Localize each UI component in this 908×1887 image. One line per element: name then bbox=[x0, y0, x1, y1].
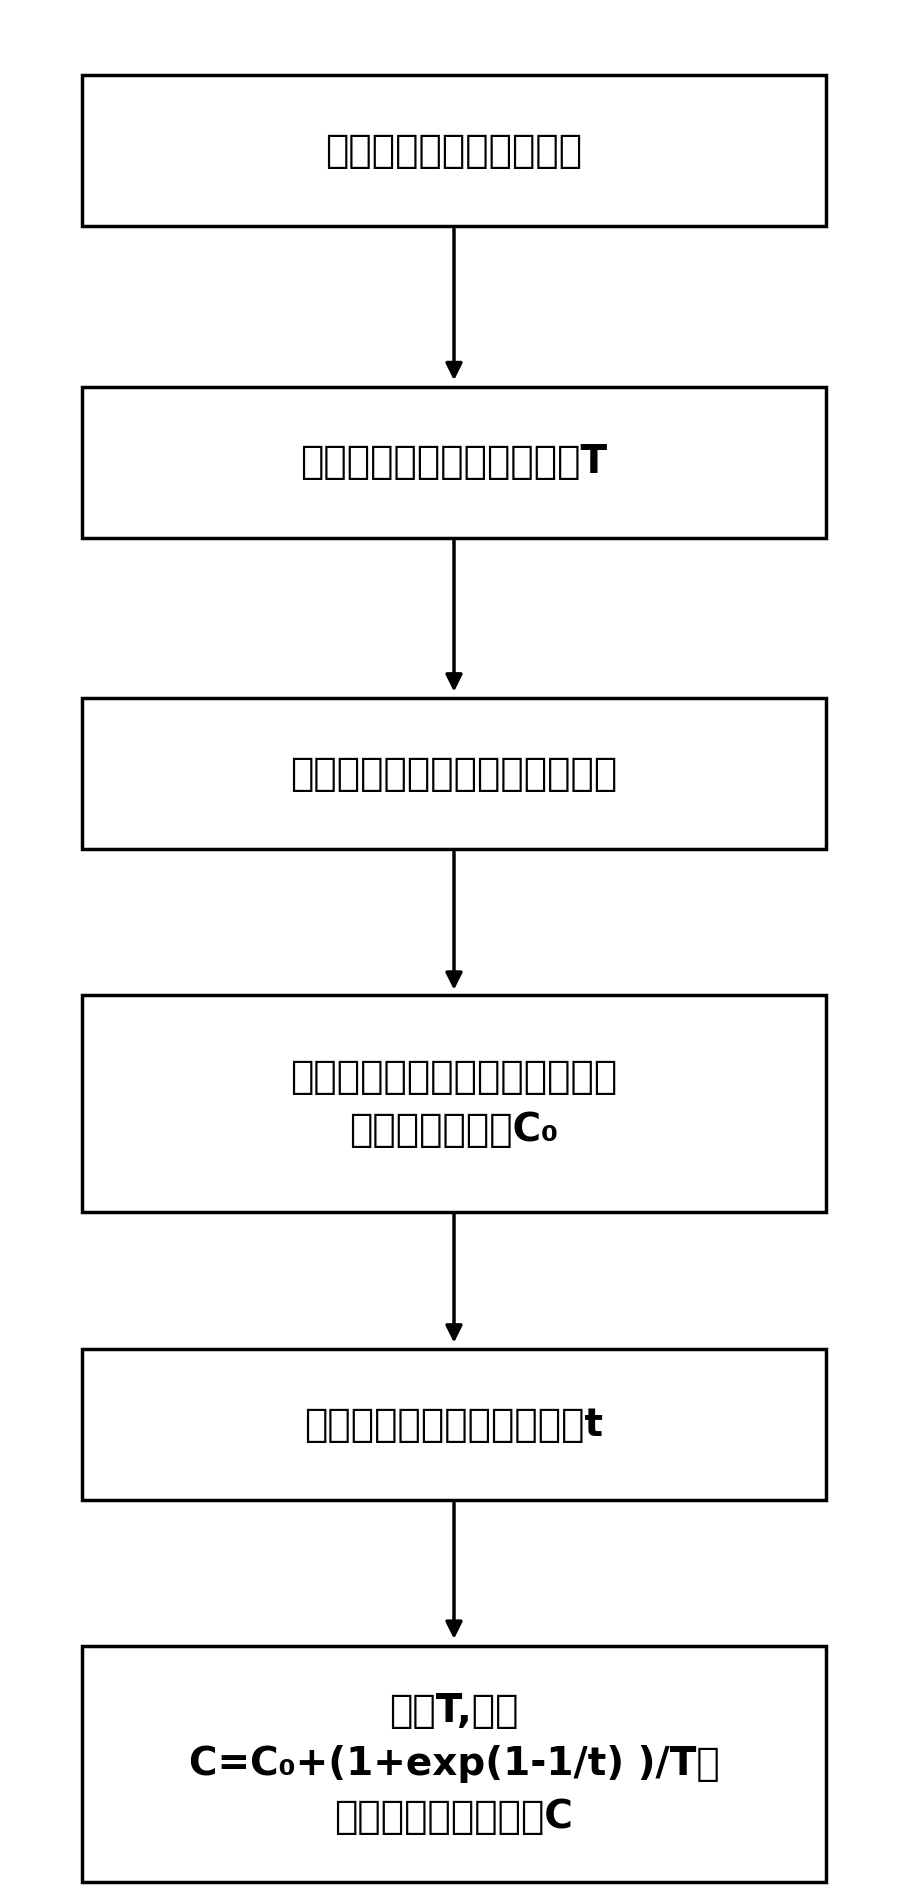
Text: 显示报警模块显示系统时间t: 显示报警模块显示系统时间t bbox=[304, 1406, 604, 1444]
Bar bbox=[82, 75, 826, 226]
Text: 光等离子浓度模块初始化: 光等离子浓度模块初始化 bbox=[325, 132, 583, 170]
Bar bbox=[82, 698, 826, 849]
Bar bbox=[82, 387, 826, 538]
Text: 光等离子浓度检测模块检测光等
离子浓度初始值C₀: 光等离子浓度检测模块检测光等 离子浓度初始值C₀ bbox=[291, 1059, 617, 1149]
Bar bbox=[82, 1349, 826, 1500]
Text: 逻辑调用模块设定检测周期T: 逻辑调用模块设定检测周期T bbox=[301, 443, 607, 481]
Text: 光等离子产生模块产生光等离子: 光等离子产生模块产生光等离子 bbox=[291, 755, 617, 793]
Bar bbox=[82, 996, 826, 1213]
Bar bbox=[82, 1645, 826, 1883]
Text: 结合T,根据
C=C₀+(1+exp(1-1/t) )/T，
计算出光等离子浓度C: 结合T,根据 C=C₀+(1+exp(1-1/t) )/T， 计算出光等离子浓度… bbox=[189, 1693, 719, 1836]
